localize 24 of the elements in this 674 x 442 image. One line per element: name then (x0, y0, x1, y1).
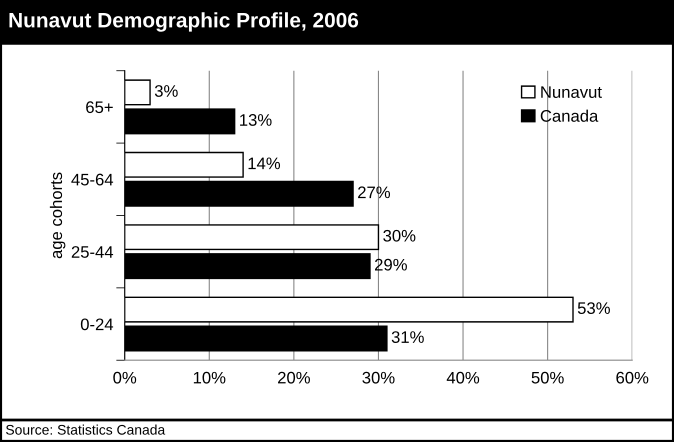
x-tick-label: 10% (194, 372, 226, 384)
data-label: 31% (392, 331, 424, 343)
data-label: 3% (154, 85, 178, 97)
legend-label: Canada (540, 110, 598, 122)
legend-label: Nunavut (541, 86, 602, 98)
data-label: 13% (240, 114, 272, 126)
data-label: 30% (383, 230, 416, 242)
data-label: 14% (248, 158, 280, 170)
y-tick-label: 25-44 (72, 246, 114, 258)
x-tick-label: 50% (532, 372, 564, 384)
data-label: 27% (358, 186, 390, 198)
x-tick-label: 40% (446, 372, 480, 384)
y-tick-label: 0-24 (80, 318, 114, 330)
chart-title: Nunavut Demographic Profile, 2006 (9, 12, 358, 32)
y-axis-title: age cohorts (50, 172, 66, 258)
data-label: 29% (375, 258, 407, 271)
data-label: 53% (578, 302, 610, 314)
x-tick-label: 0% (113, 372, 136, 384)
x-tick-label: 60% (616, 372, 648, 384)
x-tick-label: 20% (278, 372, 310, 384)
y-tick-label: 45-64 (71, 174, 114, 186)
y-tick-label: 65+ (86, 101, 113, 114)
x-tick-label: 30% (362, 372, 395, 384)
source-note: Source: Statistics Canada (6, 424, 166, 435)
